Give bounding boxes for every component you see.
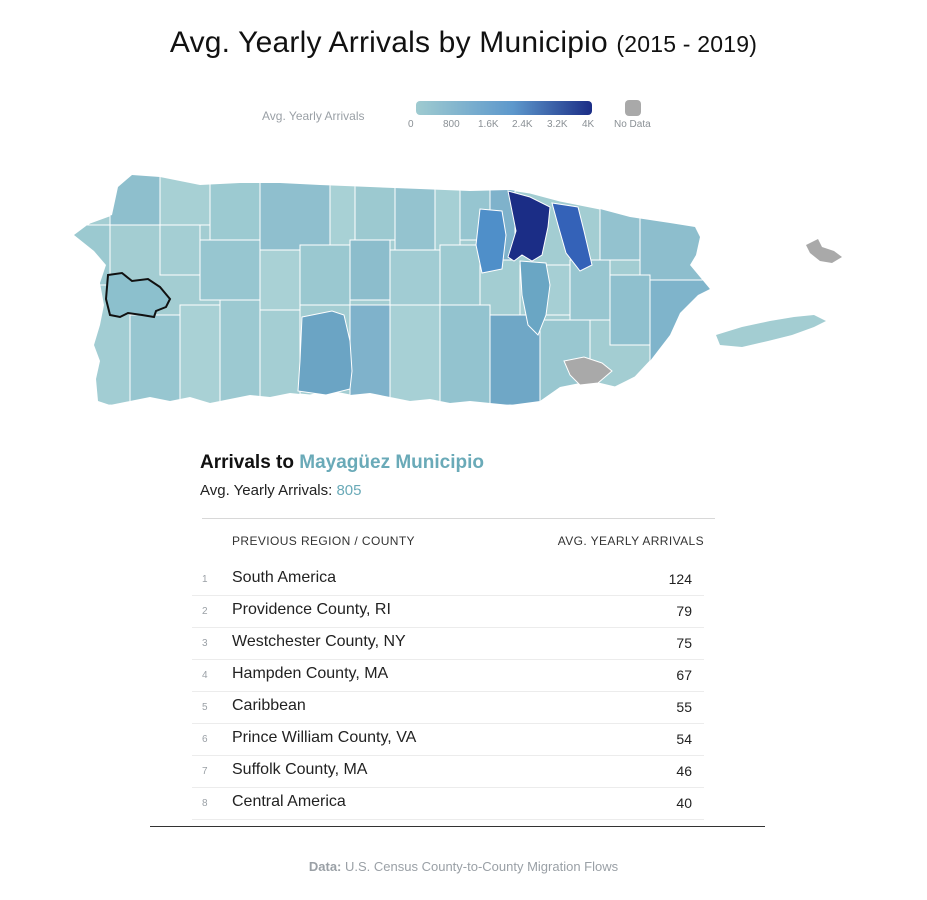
municipio-region[interactable] [599, 170, 641, 261]
municipio-region[interactable] [199, 239, 261, 301]
page-title: Avg. Yearly Arrivals by Municipio (2015 … [0, 26, 927, 60]
table-row: 1 South America 124 [192, 564, 704, 596]
municipio-region[interactable] [639, 170, 710, 281]
row-region-name: South America [232, 569, 337, 586]
legend-tick: 3.2K [547, 119, 568, 130]
row-arrivals-value: 55 [676, 699, 692, 715]
municipio-region[interactable] [389, 304, 441, 405]
panel-divider [202, 518, 715, 519]
source-label: Data: [308, 859, 342, 874]
table-row: 3 Westchester County, NY 75 [192, 628, 704, 660]
municipio-region[interactable] [259, 309, 301, 405]
legend-tick: 4K [582, 119, 595, 130]
row-region-name: Caribbean [232, 697, 306, 714]
row-region-name: Suffolk County, MA [232, 761, 368, 778]
municipio-region[interactable] [219, 299, 261, 405]
table-row: 2 Providence County, RI 79 [192, 596, 704, 628]
title-years: (2015 - 2019) [616, 31, 758, 57]
municipio-region[interactable] [179, 304, 221, 405]
row-region-name: Providence County, RI [232, 601, 391, 618]
municipio-region[interactable] [489, 314, 541, 405]
row-arrivals-value: 124 [668, 571, 692, 587]
panel-subtitle: Avg. Yearly Arrivals: 805 [200, 482, 720, 499]
legend-tick: 2.4K [512, 119, 533, 130]
footer-divider [150, 826, 765, 827]
data-source: Data: U.S. Census County-to-County Migra… [0, 859, 927, 874]
panel-subtitle-label: Avg. Yearly Arrivals: [200, 482, 333, 499]
municipio-region[interactable] [70, 224, 111, 286]
puerto-rico-map[interactable] [70, 165, 850, 415]
row-arrivals-value: 54 [676, 731, 692, 747]
municipio-no-data [563, 356, 613, 386]
legend-tick: 1.6K [478, 119, 499, 130]
legend-no-data-swatch [625, 100, 641, 116]
table-row: 6 Prince William County, VA 54 [192, 724, 704, 756]
municipio-region[interactable] [649, 279, 710, 381]
municipio-region[interactable] [259, 170, 331, 251]
panel-title-prefix: Arrivals to [200, 452, 294, 473]
municipio-high-arrivals[interactable] [475, 208, 507, 274]
row-arrivals-value: 67 [676, 667, 692, 683]
row-region-name: Hampden County, MA [232, 665, 389, 682]
municipio-region[interactable] [434, 170, 461, 251]
row-rank: 8 [202, 798, 208, 809]
municipio-region[interactable] [394, 170, 436, 251]
panel-municipio-name: Mayagüez Municipio [299, 452, 485, 473]
legend-label: Avg. Yearly Arrivals [262, 109, 365, 123]
row-rank: 3 [202, 638, 208, 649]
municipio-region[interactable] [609, 274, 651, 346]
row-arrivals-value: 75 [676, 635, 692, 651]
row-arrivals-value: 40 [676, 795, 692, 811]
column-header-region: PREVIOUS REGION / COUNTY [232, 534, 415, 548]
island-culebra [806, 239, 842, 263]
column-header-arrivals: AVG. YEARLY ARRIVALS [557, 534, 704, 548]
municipio-highest-arrivals[interactable] [507, 190, 551, 262]
legend-no-data-label: No Data [614, 119, 651, 130]
municipio-region[interactable] [129, 314, 181, 405]
title-main: Avg. Yearly Arrivals by Municipio [169, 26, 608, 59]
municipio-mid-arrivals[interactable] [297, 310, 353, 396]
row-region-name: Prince William County, VA [232, 729, 417, 746]
municipio-region[interactable] [259, 249, 301, 311]
panel-subtitle-value: 805 [336, 482, 362, 499]
municipio-region[interactable] [329, 170, 356, 246]
municipio-region[interactable] [349, 239, 391, 301]
municipio-region[interactable] [109, 170, 161, 226]
selected-municipio-mayaguez[interactable] [104, 271, 172, 319]
municipio-region[interactable] [209, 170, 261, 241]
legend-color-ramp [416, 101, 592, 115]
row-rank: 1 [202, 574, 208, 585]
municipio-mid-arrivals[interactable] [519, 260, 551, 336]
municipio-high-arrivals[interactable] [551, 202, 593, 272]
municipio-region[interactable] [299, 244, 351, 306]
detail-panel: Arrivals to Mayagüez Municipio Avg. Year… [192, 452, 720, 820]
row-rank: 6 [202, 734, 208, 745]
municipio-region[interactable] [389, 249, 441, 306]
municipio-region[interactable] [439, 304, 491, 405]
table-row: 8 Central America 40 [192, 788, 704, 820]
legend-tick: 0 [408, 119, 414, 130]
row-arrivals-value: 79 [676, 603, 692, 619]
table-row: 7 Suffolk County, MA 46 [192, 756, 704, 788]
row-arrivals-value: 46 [676, 763, 692, 779]
panel-title: Arrivals to Mayagüez Municipio [200, 452, 720, 474]
table-row: 4 Hampden County, MA 67 [192, 660, 704, 692]
map-legend: Avg. Yearly Arrivals 0 800 1.6K 2.4K 3.2… [0, 98, 927, 138]
municipio-region[interactable] [349, 304, 391, 405]
row-region-name: Westchester County, NY [232, 633, 406, 650]
row-rank: 7 [202, 766, 208, 777]
arrivals-table: 1 South America 124 2 Providence County,… [192, 564, 704, 820]
row-rank: 2 [202, 606, 208, 617]
legend-tick: 800 [443, 119, 460, 130]
table-row: 5 Caribbean 55 [192, 692, 704, 724]
row-region-name: Central America [232, 793, 346, 810]
row-rank: 4 [202, 670, 208, 681]
municipio-region[interactable] [354, 170, 396, 241]
row-rank: 5 [202, 702, 208, 713]
source-text: U.S. Census County-to-County Migration F… [345, 859, 619, 874]
island-vieques [716, 315, 826, 347]
municipio-region[interactable] [569, 259, 611, 321]
municipio-region[interactable] [439, 244, 481, 306]
municipio-region[interactable] [159, 224, 201, 276]
